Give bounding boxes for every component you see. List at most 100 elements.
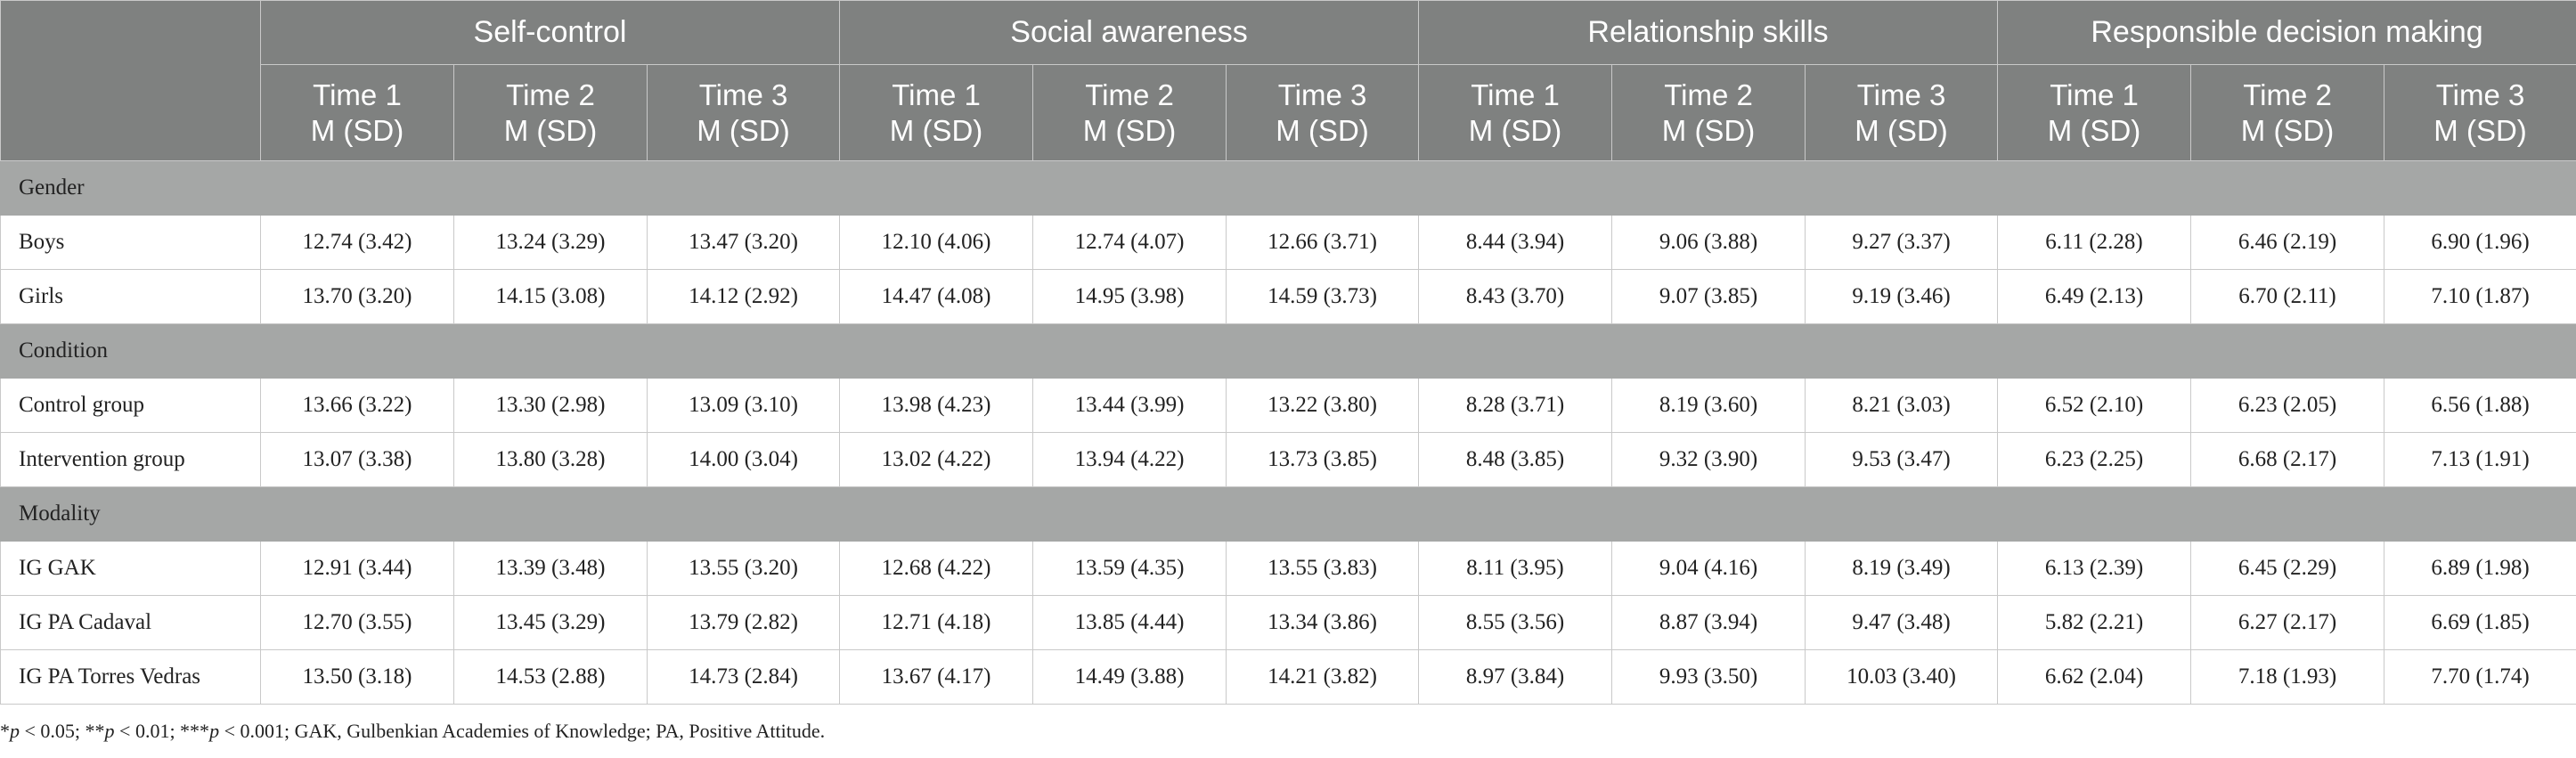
header-corner-cell: [0, 0, 261, 161]
section-title: Modality: [0, 486, 2576, 542]
table-cell: 8.87 (3.94): [1611, 595, 1806, 650]
row-label: Girls: [0, 269, 261, 324]
table-cell: 14.49 (3.88): [1032, 649, 1227, 705]
table-row: Girls 13.70 (3.20) 14.15 (3.08) 14.12 (2.92…: [0, 269, 2576, 324]
stat-label: M (SD): [1082, 113, 1177, 147]
stat-label: M (SD): [2240, 113, 2335, 147]
time-label: Time 1: [892, 77, 981, 111]
table-cell: 14.47 (4.08): [839, 269, 1034, 324]
table-cell: 13.66 (3.22): [260, 378, 454, 433]
table-row: Control group 13.66 (3.22) 13.30 (2.98) 13.…: [0, 378, 2576, 433]
table-cell: 6.23 (2.25): [1997, 432, 2192, 487]
table-cell: 13.24 (3.29): [453, 215, 648, 270]
table-footnote: *p < 0.05; **p < 0.01; ***p < 0.001; GAK…: [0, 720, 826, 742]
table-cell: 12.66 (3.71): [1226, 215, 1420, 270]
table-cell: 9.32 (3.90): [1611, 432, 1806, 487]
table-cell: 13.47 (3.20): [646, 215, 841, 270]
time-label: Time 2: [1664, 77, 1753, 111]
table-cell: 5.82 (2.21): [1997, 595, 2192, 650]
table-cell: 13.80 (3.28): [453, 432, 648, 487]
sel-scores-table: Self-control Social awareness Relationship…: [0, 0, 2576, 705]
stat-label: M (SD): [1855, 113, 1948, 147]
section-title: Condition: [0, 323, 2576, 379]
table-cell: 14.21 (3.82): [1226, 649, 1420, 705]
time-label: Time 1: [313, 77, 402, 111]
table-cell: 8.97 (3.84): [1418, 649, 1613, 705]
table-cell: 13.44 (3.99): [1032, 378, 1227, 433]
stat-label: M (SD): [697, 113, 790, 147]
table-cell: 13.09 (3.10): [646, 378, 841, 433]
row-label: IG PA Cadaval: [0, 595, 261, 650]
table-cell: 12.74 (3.42): [260, 215, 454, 270]
table-cell: 9.53 (3.47): [1805, 432, 1999, 487]
table-cell: 6.23 (2.05): [2190, 378, 2385, 433]
table-cell: 12.74 (4.07): [1032, 215, 1227, 270]
table-cell: 10.03 (3.40): [1805, 649, 1999, 705]
table-cell: 7.18 (1.93): [2190, 649, 2385, 705]
section-row: Condition: [0, 323, 2576, 379]
table-cell: 9.93 (3.50): [1611, 649, 1806, 705]
table-cell: 8.21 (3.03): [1805, 378, 1999, 433]
table-cell: 7.13 (1.91): [2384, 432, 2576, 487]
table-cell: 14.15 (3.08): [453, 269, 648, 324]
stat-label: M (SD): [889, 113, 983, 147]
table-cell: 13.73 (3.85): [1226, 432, 1420, 487]
table-cell: 6.56 (1.88): [2384, 378, 2576, 433]
header-group: Social awareness: [839, 0, 1420, 65]
row-label: IG PA Torres Vedras: [0, 649, 261, 705]
table-cell: 9.07 (3.85): [1611, 269, 1806, 324]
table-cell: 9.04 (4.16): [1611, 541, 1806, 596]
table-cell: 6.89 (1.98): [2384, 541, 2576, 596]
table-cell: 6.49 (2.13): [1997, 269, 2192, 324]
table-cell: 12.70 (3.55): [260, 595, 454, 650]
table-cell: 6.11 (2.28): [1997, 215, 2192, 270]
table-cell: 8.55 (3.56): [1418, 595, 1613, 650]
table-cell: 14.95 (3.98): [1032, 269, 1227, 324]
stat-label: M (SD): [310, 113, 404, 147]
table-cell: 9.47 (3.48): [1805, 595, 1999, 650]
time-label: Time 3: [1277, 77, 1367, 111]
table-cell: 12.71 (4.18): [839, 595, 1034, 650]
table-cell: 8.43 (3.70): [1418, 269, 1613, 324]
time-label: Time 3: [1856, 77, 1946, 111]
table-cell: 13.55 (3.20): [646, 541, 841, 596]
time-label: Time 1: [2050, 77, 2139, 111]
table-cell: 12.68 (4.22): [839, 541, 1034, 596]
table-cell: 6.68 (2.17): [2190, 432, 2385, 487]
header-group-row: Self-control Social awareness Relationship…: [0, 0, 2576, 161]
table-cell: 13.22 (3.80): [1226, 378, 1420, 433]
table-cell: 13.85 (4.44): [1032, 595, 1227, 650]
table-cell: 7.10 (1.87): [2384, 269, 2576, 324]
time-label: Time 1: [1471, 77, 1560, 111]
stat-label: M (SD): [2047, 113, 2141, 147]
table-cell: 13.67 (4.17): [839, 649, 1034, 705]
time-label: Time 2: [506, 77, 595, 111]
table-row: IG PA Torres Vedras 13.50 (3.18) 14.53 (2.…: [0, 649, 2576, 705]
table-cell: 13.34 (3.86): [1226, 595, 1420, 650]
time-label: Time 3: [2435, 77, 2525, 111]
table-cell: 7.70 (1.74): [2384, 649, 2576, 705]
header-group: Responsible decision making: [1997, 0, 2576, 65]
table-cell: 6.90 (1.96): [2384, 215, 2576, 270]
time-label: Time 2: [1085, 77, 1174, 111]
table-cell: 13.45 (3.29): [453, 595, 648, 650]
table-row: Intervention group 13.07 (3.38) 13.80 (3.2…: [0, 432, 2576, 487]
stat-label: M (SD): [1661, 113, 1756, 147]
table-cell: 13.70 (3.20): [260, 269, 454, 324]
stat-label: M (SD): [503, 113, 598, 147]
table-cell: 9.19 (3.46): [1805, 269, 1999, 324]
header-group: Self-control: [259, 0, 841, 65]
table-body: Gender Boys 12.74 (3.42) 13.24 (3.29) 13.47 …: [0, 160, 2576, 705]
stat-label: M (SD): [1468, 113, 1562, 147]
